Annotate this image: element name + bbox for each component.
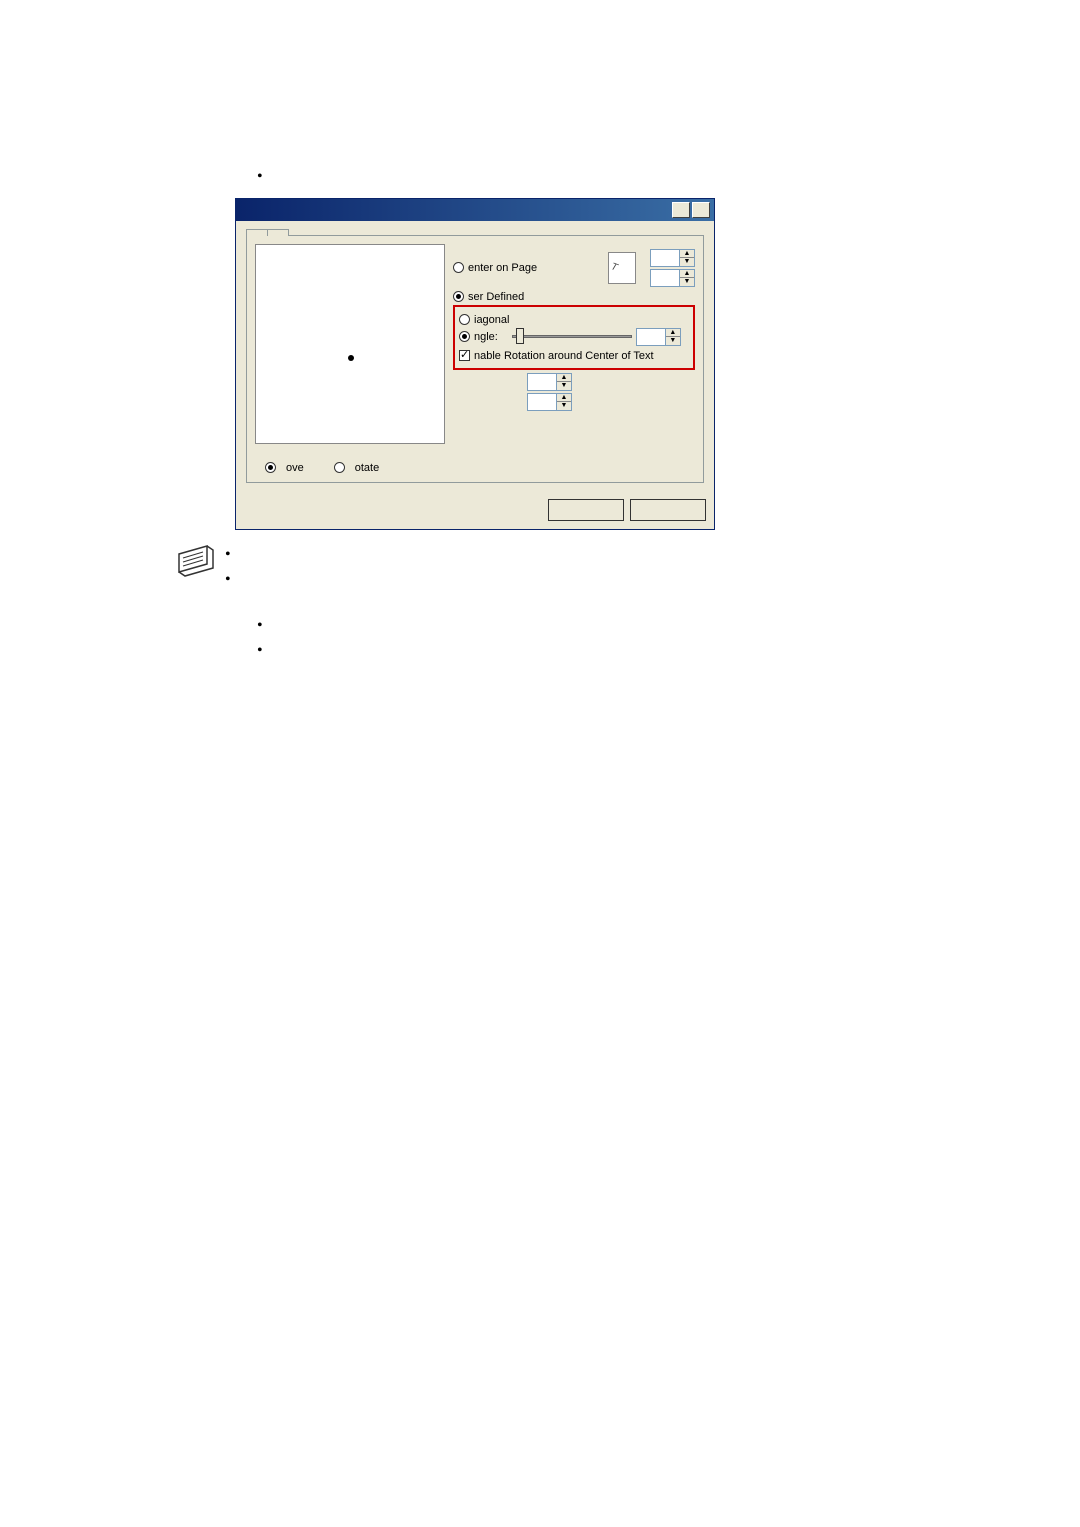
count-spinner[interactable]: ▲▼	[527, 373, 572, 391]
bullet-count: •	[257, 615, 980, 637]
radio-user-defined[interactable]	[453, 291, 464, 302]
titlebar	[236, 199, 714, 221]
radio-rotate[interactable]	[334, 462, 345, 473]
ok-button[interactable]	[548, 499, 624, 521]
radio-rotate-label: otate	[355, 462, 379, 474]
rotation-checkbox[interactable]	[459, 350, 470, 361]
note-block: • •	[165, 544, 980, 595]
tab-text-definition[interactable]	[246, 229, 268, 236]
radio-angle[interactable]	[459, 331, 470, 342]
radio-angle-label: ngle:	[474, 331, 498, 343]
radio-center[interactable]	[453, 262, 464, 273]
bullet-dot: •	[225, 544, 245, 566]
angle-slider[interactable]	[512, 335, 632, 338]
tab-position[interactable]	[267, 229, 289, 236]
radio-diagonal[interactable]	[459, 314, 470, 325]
radio-diagonal-label: iagonal	[474, 314, 509, 326]
bullet-separation: •	[257, 640, 980, 662]
note-icon	[173, 544, 217, 580]
radio-center-label: enter on Page	[468, 262, 537, 274]
radio-move[interactable]	[265, 462, 276, 473]
separation-spinner[interactable]: ▲▼	[527, 393, 572, 411]
text-angle-group: iagonal ngle: ▲▼ nable Rotation around C…	[453, 305, 695, 370]
watermark-preview[interactable]	[255, 244, 445, 444]
radio-user-label: ser Defined	[468, 291, 524, 303]
radio-move-label: ove	[286, 462, 304, 474]
watermark-pivot	[348, 355, 354, 361]
angle-spinner[interactable]: ▲▼	[636, 328, 681, 346]
bullet-angle: •	[257, 166, 980, 188]
help-button[interactable]	[672, 202, 690, 218]
rotation-label: nable Rotation around Center of Text	[474, 350, 654, 362]
close-button[interactable]	[692, 202, 710, 218]
y-spinner[interactable]: ▲▼	[650, 269, 695, 287]
bullet-dot: •	[257, 615, 277, 637]
position-diagram	[608, 252, 636, 284]
watermark-dialog-1: enter on Page ▲▼ ▲▼	[235, 198, 715, 530]
x-spinner[interactable]: ▲▼	[650, 249, 695, 267]
bullet-dot: •	[257, 166, 277, 188]
cancel-button[interactable]	[630, 499, 706, 521]
bullet-dot: •	[225, 569, 245, 591]
bullet-dot: •	[257, 640, 277, 662]
